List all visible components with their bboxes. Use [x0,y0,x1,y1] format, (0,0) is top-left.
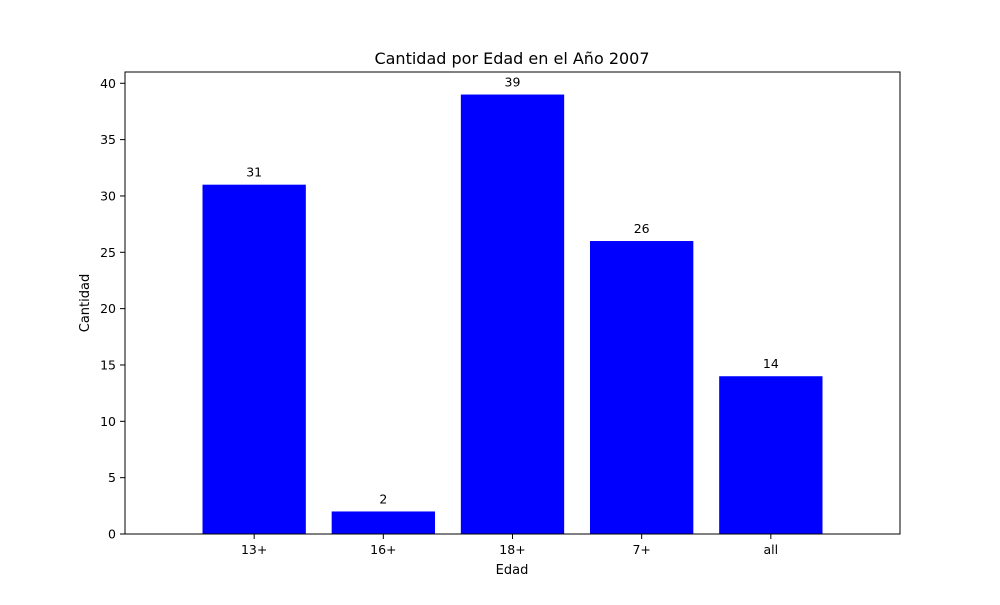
bars-layer [202,94,823,534]
data-label-all: 14 [763,356,779,371]
x-tick-label: 7+ [632,542,650,557]
bar-7+ [590,241,694,534]
x-tick-label: 18+ [499,542,525,557]
data-label-13+: 31 [246,165,262,180]
bar-13+ [202,184,306,534]
y-tick-label: 5 [108,470,116,485]
x-tick-label: 16+ [370,542,396,557]
x-tick-label: 13+ [241,542,267,557]
plot-frame [124,71,901,535]
x-tick-label: all [764,542,779,557]
y-ticks-layer: 0 5 10 15 20 25 30 35 40 [100,76,125,542]
x-ticks-layer: 13+ 16+ 18+ 7+ all [241,534,778,557]
bar-all [719,376,823,534]
data-label-7+: 26 [634,221,650,236]
y-tick-label: 30 [100,188,116,203]
bar-18+ [460,94,565,534]
bar-16+ [331,511,435,534]
y-tick-label: 35 [100,132,116,147]
y-tick-label: 0 [108,527,116,542]
y-tick-label: 15 [100,357,116,372]
x-axis-label: Edad [496,563,529,578]
y-tick-label: 10 [100,414,116,429]
data-labels-layer: 31 2 39 26 14 [246,75,779,507]
chart-title: Cantidad por Edad en el Año 2007 [374,49,649,68]
data-label-18+: 39 [505,75,521,90]
y-tick-label: 25 [100,245,116,260]
y-axis-label: Cantidad [78,274,93,332]
data-label-16+: 2 [379,491,387,506]
y-tick-label: 40 [100,76,116,91]
y-tick-label: 20 [100,301,116,316]
